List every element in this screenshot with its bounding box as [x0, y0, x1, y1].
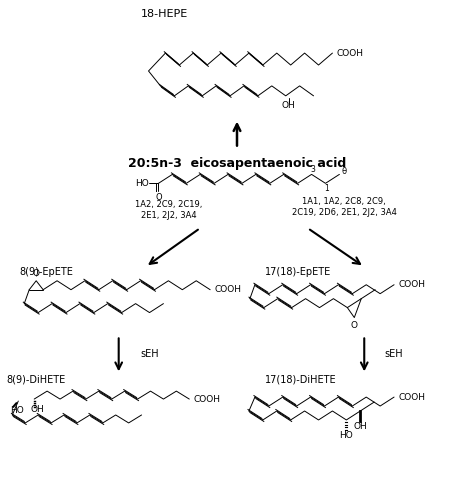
Text: OH: OH: [30, 404, 44, 413]
Text: COOH: COOH: [398, 393, 425, 401]
Text: 18-HEPE: 18-HEPE: [141, 9, 188, 19]
Text: COOH: COOH: [193, 395, 220, 404]
Text: 17(18)-DiHETE: 17(18)-DiHETE: [265, 374, 337, 384]
Text: COOH: COOH: [337, 48, 364, 57]
Text: sEH: sEH: [141, 349, 159, 359]
Text: θ: θ: [342, 167, 347, 176]
Text: COOH: COOH: [398, 280, 425, 289]
Text: 8(9)-DiHETE: 8(9)-DiHETE: [6, 374, 65, 384]
Text: 1A2, 2C9, 2C19,
2E1, 2J2, 3A4: 1A2, 2C9, 2C19, 2E1, 2J2, 3A4: [135, 201, 202, 220]
Text: 1A1, 1A2, 2C8, 2C9,
2C19, 2D6, 2E1, 2J2, 3A4: 1A1, 1A2, 2C8, 2C9, 2C19, 2D6, 2E1, 2J2,…: [292, 197, 397, 217]
Text: OH: OH: [282, 101, 296, 110]
Text: 8(9)-EpETE: 8(9)-EpETE: [19, 267, 73, 277]
Text: HO: HO: [339, 432, 353, 440]
Text: COOH: COOH: [214, 285, 241, 294]
Text: 17(18)-EpETE: 17(18)-EpETE: [265, 267, 331, 277]
Text: O: O: [33, 269, 40, 278]
Text: sEH: sEH: [384, 349, 403, 359]
Text: O: O: [351, 321, 358, 330]
Text: 1: 1: [324, 184, 329, 193]
Text: 3: 3: [310, 165, 315, 174]
Text: HO: HO: [135, 179, 148, 188]
Text: HO: HO: [10, 407, 24, 415]
Text: O: O: [155, 193, 162, 202]
Text: 20:5n-3  eicosapentaenoic acid: 20:5n-3 eicosapentaenoic acid: [128, 157, 346, 170]
Text: OH: OH: [354, 422, 367, 432]
